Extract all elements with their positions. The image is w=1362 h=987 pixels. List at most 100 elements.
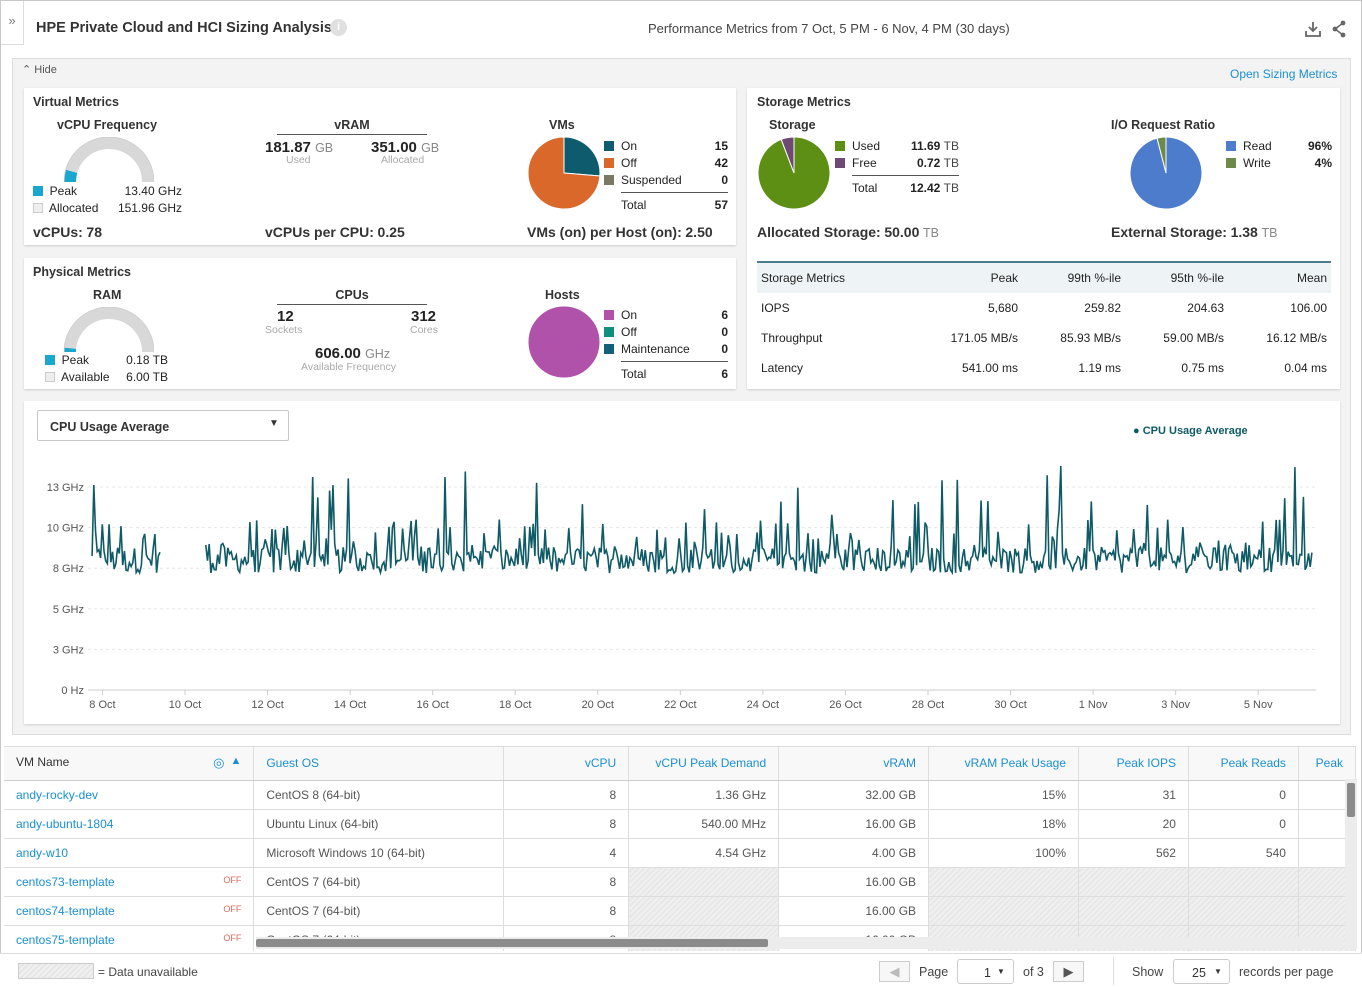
off-badge: OFF	[223, 874, 242, 885]
vcpu-peak-label: Peak	[49, 184, 78, 198]
vram-alloc-value: 351.00 GB	[371, 139, 440, 156]
legend-row: Write 4%	[1226, 156, 1332, 173]
column-header[interactable]: vRAM	[778, 747, 930, 781]
storage-table-header: Mean	[1296, 271, 1327, 285]
chart-legend: ● CPU Usage Average	[1133, 425, 1248, 437]
vms-slice-on	[563, 136, 601, 177]
column-header[interactable]: vCPU	[503, 747, 630, 781]
vm-name-cell[interactable]: andy-w10	[4, 838, 255, 868]
table-row[interactable]: andy-w10 Microsoft Windows 10 (64-bit) 4 4.…	[4, 838, 1356, 868]
vertical-scrollbar-thumb[interactable]	[1347, 783, 1355, 817]
column-header[interactable]: Peak Reads	[1188, 747, 1299, 781]
x-tick-label: 3 Nov	[1161, 699, 1190, 711]
vcpu-alloc-value: 151.96 GHz	[117, 201, 182, 215]
vram-title: vRAM	[334, 118, 370, 132]
legend-row: Maintenance 0	[604, 342, 728, 359]
download-icon[interactable]	[1304, 20, 1322, 41]
legend-swatch	[604, 344, 614, 354]
unavailable-cell	[628, 867, 780, 897]
ram-peak-value: 0.18 TB	[126, 353, 168, 367]
vm-name-link[interactable]: andy-ubuntu-1804	[16, 816, 114, 831]
sidebar-expand-icon[interactable]: »	[1, 1, 24, 45]
share-icon[interactable]	[1332, 20, 1346, 41]
chevron-up-icon: ⌃	[22, 64, 32, 76]
hide-toggle[interactable]: ⌃ Hide	[22, 63, 57, 76]
table-cell: 4	[503, 838, 630, 868]
table-cell: 1.36 GHz	[628, 780, 780, 810]
page-count: of 3	[1023, 965, 1044, 979]
storage-table-header: Storage Metrics	[761, 271, 846, 285]
ram-title: RAM	[93, 288, 122, 302]
storage-table-header: Peak	[990, 271, 1018, 285]
table-cell: 4.00 GB	[778, 838, 930, 868]
page-select-value: 1	[984, 966, 991, 980]
x-tick-label: 12 Oct	[251, 699, 283, 711]
legend-label: Write	[1243, 156, 1271, 170]
legend-dot-icon: ●	[1133, 425, 1140, 437]
column-header[interactable]: Guest OS	[253, 747, 505, 781]
unavailable-legend: = Data unavailable	[98, 965, 198, 979]
vm-name-link[interactable]: centos73-template	[16, 874, 115, 889]
table-row[interactable]: centos73-template OFF CentOS 7 (64-bit) 8 16…	[4, 867, 1356, 897]
allocated-storage: Allocated Storage: 50.00 TB	[757, 224, 939, 240]
storage-metrics-panel	[747, 88, 1340, 389]
legend-row: Read 96%	[1226, 139, 1332, 156]
next-page-button[interactable]: ▶	[1053, 961, 1084, 982]
x-tick-label: 24 Oct	[747, 699, 779, 711]
vm-name-link[interactable]: centos74-template	[16, 903, 115, 918]
column-header[interactable]: VM Name ▲ ◎	[4, 747, 255, 781]
storage-metrics-table: Storage Metrics Peak 99th %-ile 95th %-ile M…	[757, 263, 1331, 383]
vm-name-link[interactable]: andy-rocky-dev	[16, 787, 99, 802]
table-row[interactable]: centos74-template OFF CentOS 7 (64-bit) 8 16…	[4, 896, 1356, 926]
column-header[interactable]: Peak IOPS	[1078, 747, 1189, 781]
legend-row: Suspended 0	[604, 173, 728, 190]
legend-swatch	[604, 175, 614, 185]
vm-name-link[interactable]: centos75-template	[16, 932, 115, 947]
ram-peak-legend: Peak	[45, 353, 89, 367]
tag-filter-icon[interactable]: ◎	[213, 755, 225, 771]
table-row[interactable]: andy-ubuntu-1804 Ubuntu Linux (64-bit) 8 54…	[4, 809, 1356, 839]
vcpu-gauge	[64, 137, 154, 183]
table-row[interactable]: andy-rocky-dev CentOS 8 (64-bit) 8 1.36 GHz…	[4, 780, 1356, 810]
ram-avail-value: 6.00 TB	[126, 370, 168, 384]
x-tick-label: 20 Oct	[582, 699, 614, 711]
records-select-value: 25	[1192, 966, 1206, 980]
storage-table-row: Latency 541.00 ms 1.19 ms 0.75 ms 0.04 ms	[757, 353, 1331, 383]
vertical-scrollbar-track[interactable]	[1345, 779, 1357, 949]
legend-value: 0.72 TB	[916, 156, 959, 170]
column-header[interactable]: vCPU Peak Demand	[628, 747, 780, 781]
column-header-label: Peak	[1315, 756, 1343, 771]
vm-name-cell[interactable]: andy-ubuntu-1804	[4, 809, 255, 839]
vm-name-cell[interactable]: centos73-template OFF	[4, 867, 255, 897]
vm-name-cell[interactable]: centos75-template OFF	[4, 925, 255, 951]
info-icon[interactable]: i	[330, 19, 347, 36]
horizontal-scrollbar-track[interactable]	[256, 937, 1343, 949]
tag-icon[interactable]: ▲	[230, 755, 242, 768]
vcpu-alloc-label: Allocated	[49, 201, 99, 215]
table-cell: CentOS 7 (64-bit)	[253, 896, 505, 926]
vm-name-link[interactable]: andy-w10	[16, 845, 69, 860]
prev-page-button[interactable]: ◀	[879, 961, 910, 982]
column-header[interactable]: Peak	[1298, 747, 1356, 781]
vms-per-host: VMs (on) per Host (on): 2.50	[527, 224, 713, 240]
open-sizing-metrics-link[interactable]: Open Sizing Metrics	[1230, 67, 1338, 81]
page-select[interactable]: 1 ▼	[957, 959, 1014, 984]
metric-selector[interactable]: CPU Usage Average ▼	[37, 410, 289, 441]
records-select[interactable]: 25 ▼	[1173, 959, 1230, 984]
table-cell: Microsoft Windows 10 (64-bit)	[253, 838, 505, 868]
table-cell: 18%	[928, 809, 1079, 839]
unavailable-cell	[628, 896, 780, 926]
vram-rule	[277, 134, 427, 135]
page-label: Page	[919, 965, 949, 979]
legend-total-row: Total 57	[621, 192, 728, 213]
hosts-slice-on	[527, 305, 601, 379]
cpu-usage-line	[205, 465, 1313, 576]
column-header-label: VM Name	[16, 755, 70, 770]
vram-alloc-caption: Allocated	[381, 154, 425, 166]
vm-name-cell[interactable]: andy-rocky-dev	[4, 780, 255, 810]
vms-title: VMs	[549, 118, 575, 132]
column-header[interactable]: vRAM Peak Usage	[928, 747, 1079, 781]
horizontal-scrollbar-thumb[interactable]	[256, 939, 768, 947]
column-header-label: vCPU Peak Demand	[655, 756, 767, 771]
vm-name-cell[interactable]: centos74-template OFF	[4, 896, 255, 926]
